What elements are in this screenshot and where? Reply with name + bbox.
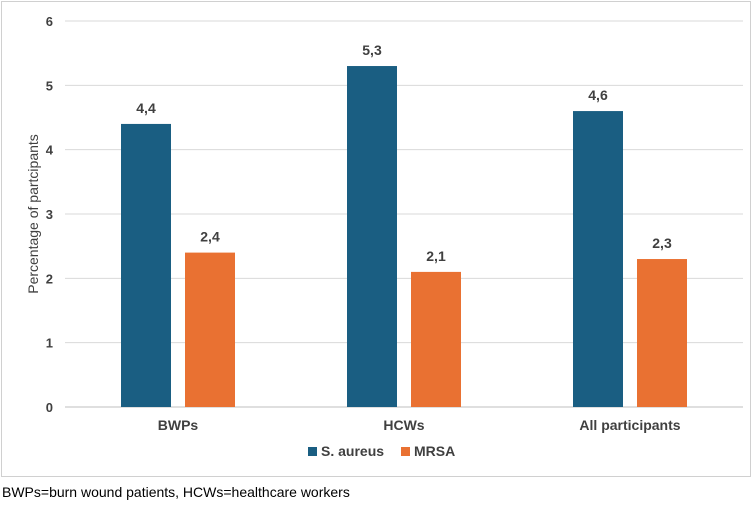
footnote: BWPs=burn wound patients, HCWs=healthcar…: [2, 484, 350, 500]
bar-mrsa: [185, 252, 235, 407]
bar-s-aureus: [347, 66, 397, 408]
bar-s-aureus: [121, 123, 171, 407]
bar-mrsa: [411, 271, 461, 407]
x-tick-label: All participants: [579, 417, 680, 433]
data-label: 2,1: [426, 248, 446, 264]
y-tick-label: 3: [46, 207, 53, 222]
x-tick-label: HCWs: [383, 417, 424, 433]
legend-label: S. aureus: [321, 443, 384, 459]
data-label: 4,6: [588, 87, 608, 103]
y-tick-label: 2: [46, 271, 53, 286]
data-label: 2,3: [652, 235, 672, 251]
data-label: 2,4: [200, 229, 220, 245]
data-label: 5,3: [362, 42, 382, 58]
y-tick-label: 0: [46, 400, 53, 415]
legend-swatch-s-aureus: [308, 447, 317, 456]
y-axis-label: Percentage of partcipants: [25, 134, 41, 294]
y-tick-label: 1: [46, 336, 53, 351]
legend-label: MRSA: [414, 443, 455, 459]
bar-mrsa: [637, 259, 687, 407]
bar-chart: 0 1 2 3 4 5 6 Percentage of partcipants 4,4 2,4 BW…: [25, 14, 743, 459]
data-label: 4,4: [136, 100, 156, 116]
y-tick-label: 5: [46, 78, 53, 93]
bar-s-aureus: [573, 111, 623, 408]
y-tick-label: 6: [46, 14, 53, 29]
x-tick-label: BWPs: [158, 417, 199, 433]
legend-swatch-mrsa: [401, 447, 410, 456]
y-tick-label: 4: [46, 143, 54, 158]
